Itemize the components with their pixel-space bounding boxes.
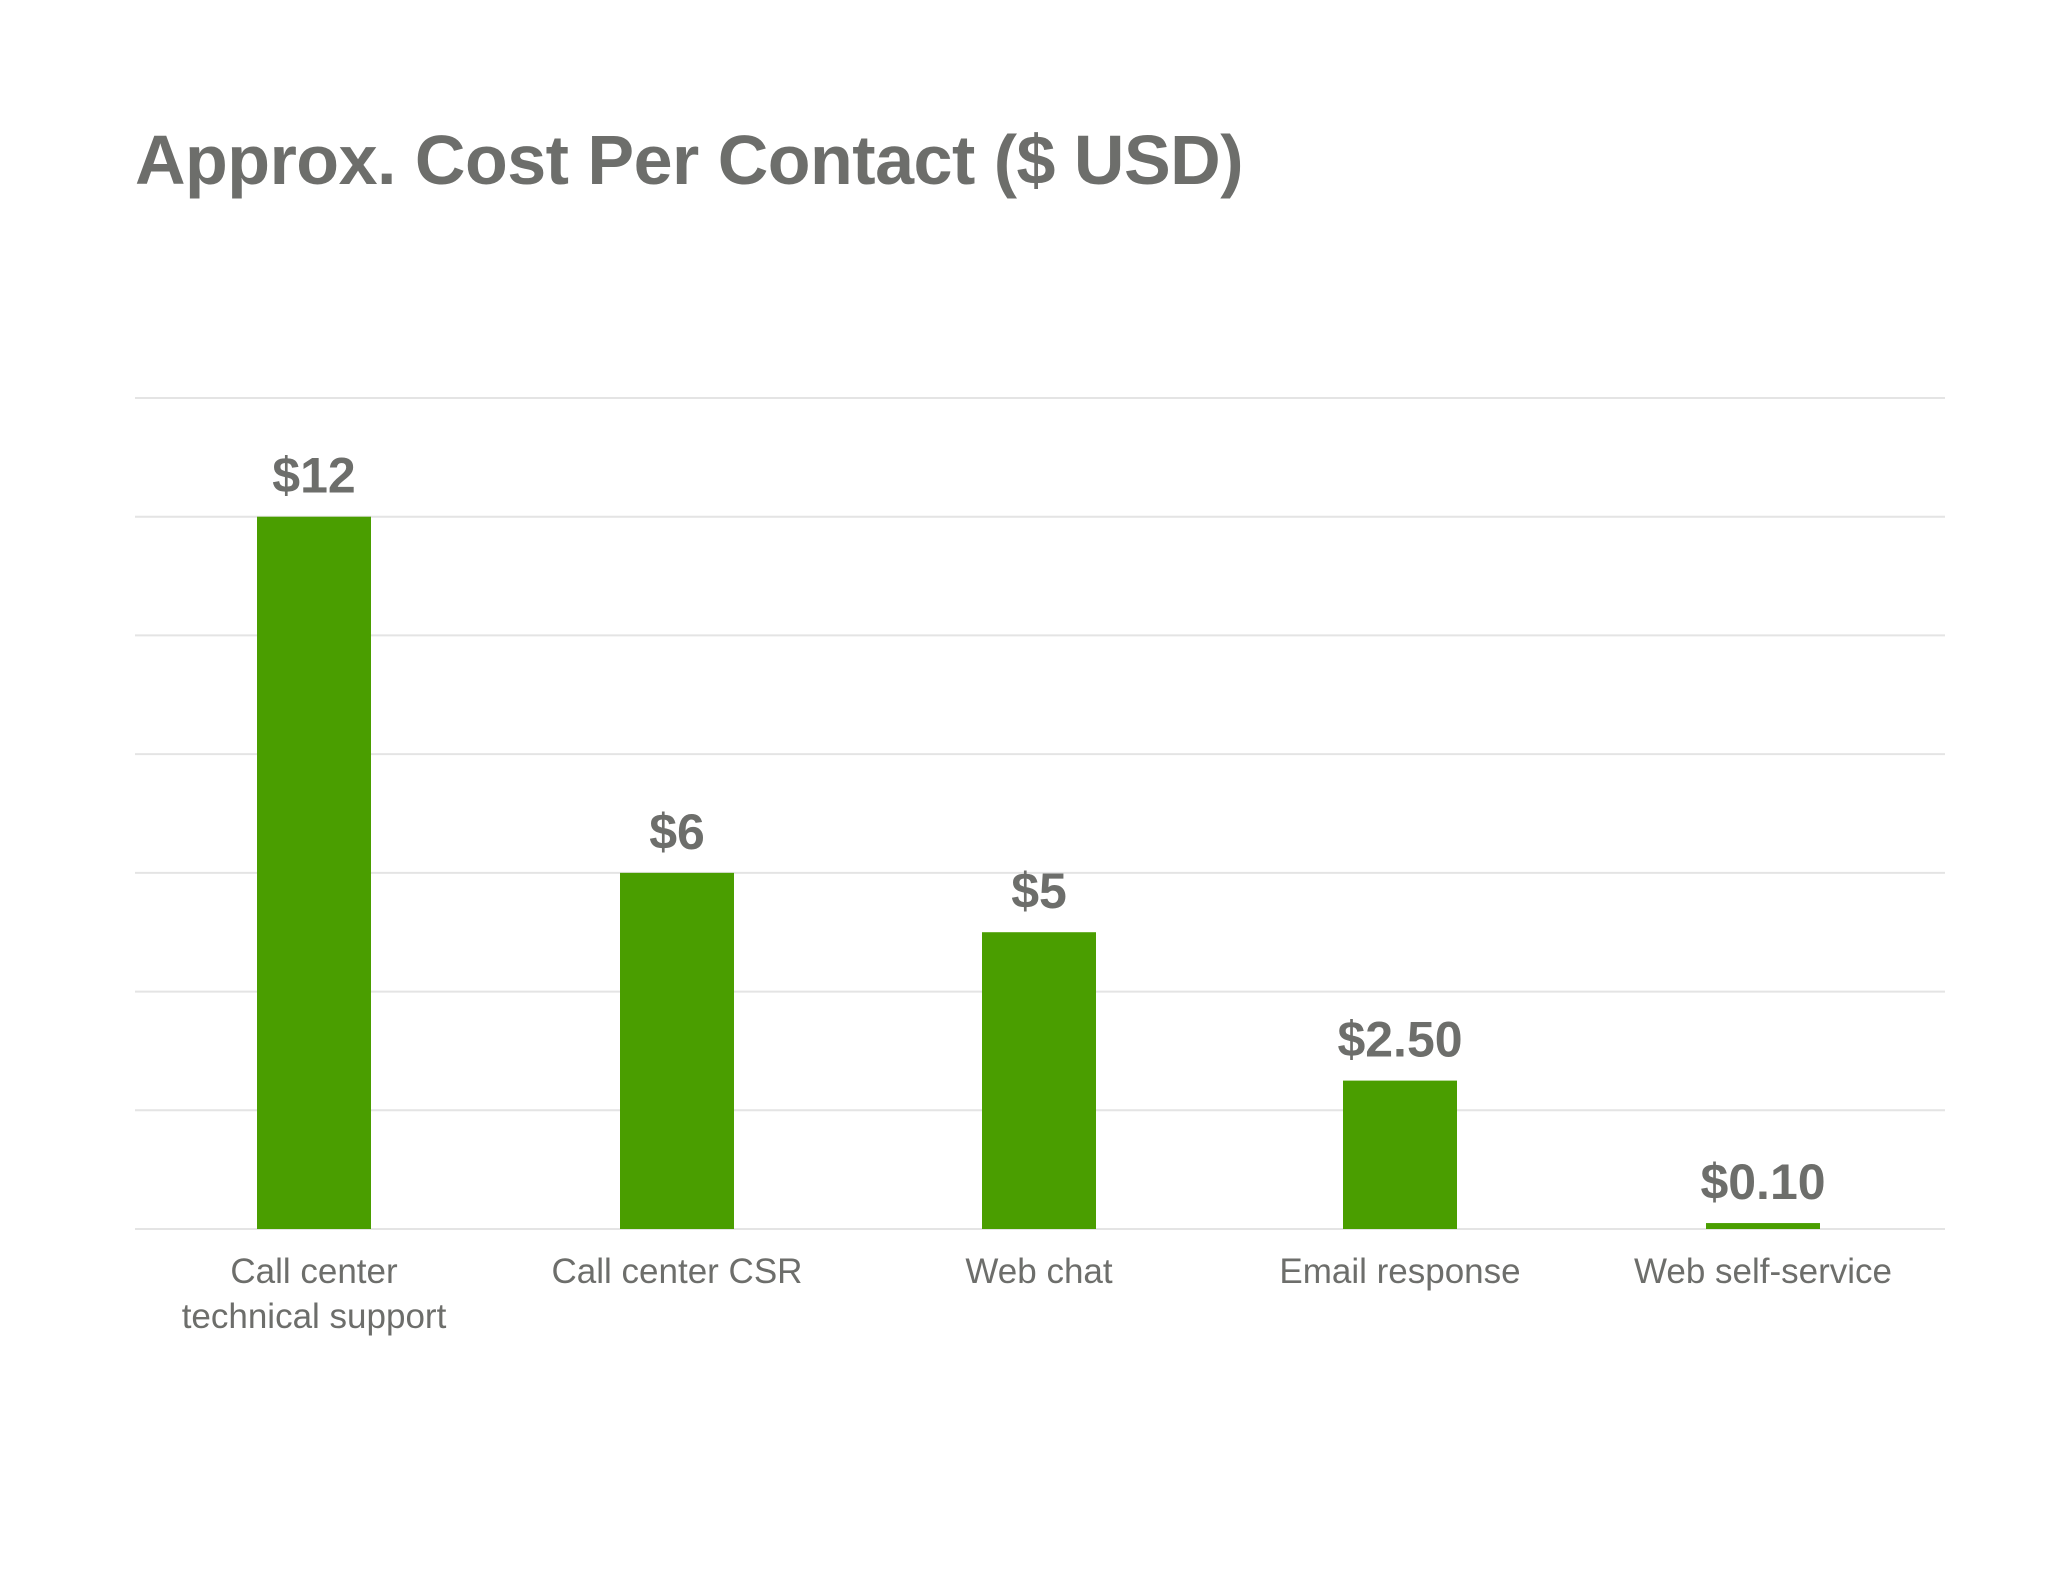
bar <box>1706 1223 1820 1229</box>
category-label-line: Web self-service <box>1634 1252 1892 1291</box>
bar-value-labels: $12 $6 $5 $2.50 $0.10 <box>272 448 1825 1210</box>
bar <box>620 872 734 1229</box>
category-label: Email response <box>1279 1252 1520 1291</box>
bar-value-label: $6 <box>649 804 705 860</box>
category-label: Call center technical support <box>182 1252 447 1336</box>
bar-value-label: $5 <box>1011 863 1067 919</box>
category-label-line: Call center CSR <box>552 1252 803 1291</box>
bar-value-label: $2.50 <box>1337 1012 1462 1068</box>
category-label: Web self-service <box>1634 1252 1892 1291</box>
category-label: Web chat <box>965 1252 1112 1291</box>
category-label: Call center CSR <box>552 1252 803 1291</box>
bar-value-label: $0.10 <box>1700 1154 1825 1210</box>
bar <box>982 932 1096 1229</box>
category-label-line: Email response <box>1279 1252 1520 1291</box>
category-labels: Call center technical support Call center … <box>182 1252 1892 1336</box>
category-label-line: Web chat <box>965 1252 1112 1291</box>
bar <box>1343 1080 1457 1229</box>
category-label-line: Call center <box>230 1252 398 1291</box>
bar-value-label: $12 <box>272 448 355 504</box>
chart-title: Approx. Cost Per Contact ($ USD) <box>135 121 1244 199</box>
bar <box>257 516 371 1229</box>
bars <box>257 516 1820 1229</box>
category-label-line: technical support <box>182 1297 447 1336</box>
